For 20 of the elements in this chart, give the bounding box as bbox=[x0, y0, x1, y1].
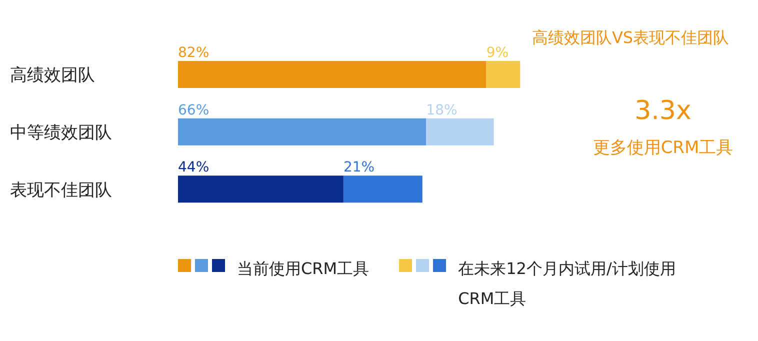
data-label: 9% bbox=[486, 45, 509, 61]
text: 3.3x bbox=[634, 96, 692, 126]
bar bbox=[178, 176, 344, 203]
data-label: 44% bbox=[178, 160, 210, 176]
data-label: 21% bbox=[343, 160, 375, 176]
legend-label: 在未来12个月内试用/计划使用CRM工具 bbox=[458, 258, 677, 310]
y-tick-label: 表现不佳团队 bbox=[10, 180, 112, 200]
y-tick-label: 高绩效团队 bbox=[10, 66, 95, 86]
data-label: 82% bbox=[178, 45, 210, 61]
bar bbox=[426, 118, 494, 146]
bar bbox=[178, 61, 486, 88]
data-label: 18% bbox=[426, 102, 458, 118]
legend-label: 当前使用CRM工具 bbox=[237, 258, 370, 280]
text: 高绩效团队VS表现不佳团队 bbox=[530, 28, 730, 49]
y-tick-label: 中等绩效团队 bbox=[10, 123, 112, 144]
data-label: 66% bbox=[178, 102, 210, 118]
bar bbox=[178, 118, 426, 146]
bar bbox=[343, 176, 422, 203]
bar bbox=[486, 61, 520, 88]
text: 更多使用CRM工具 bbox=[592, 137, 734, 159]
